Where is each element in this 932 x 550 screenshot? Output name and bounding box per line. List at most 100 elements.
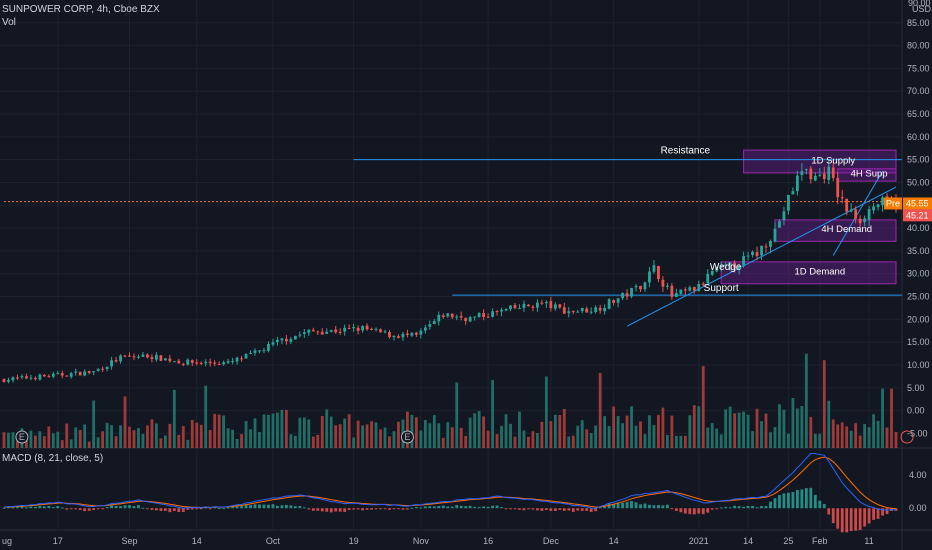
macd-histogram-bar bbox=[302, 507, 306, 509]
candle-body bbox=[343, 327, 347, 332]
candle-body bbox=[437, 314, 441, 322]
candle-body bbox=[195, 362, 199, 364]
candle-body bbox=[78, 371, 82, 376]
macd-histogram-bar bbox=[195, 508, 199, 510]
volume-bar bbox=[845, 426, 849, 448]
macd-histogram-bar bbox=[679, 508, 683, 513]
price-axis-tick: 50.00 bbox=[907, 177, 930, 187]
volume-bar bbox=[710, 423, 714, 448]
macd-histogram-bar bbox=[603, 505, 607, 509]
volume-bar bbox=[329, 416, 333, 448]
macd-histogram-bar bbox=[692, 508, 696, 515]
candle-body bbox=[652, 265, 656, 272]
macd-histogram-bar bbox=[562, 508, 566, 511]
candle-body bbox=[249, 352, 252, 354]
candle-body bbox=[293, 335, 297, 340]
macd-histogram-bar bbox=[477, 506, 481, 509]
macd-histogram-bar bbox=[800, 489, 804, 509]
macd-histogram-bar bbox=[128, 505, 131, 509]
macd-histogram-bar bbox=[809, 487, 813, 509]
volume-indicator-label: Vol bbox=[2, 17, 16, 28]
candle-body bbox=[773, 228, 777, 242]
volume-bar bbox=[352, 437, 356, 448]
candle-body bbox=[643, 282, 647, 290]
macd-histogram-bar bbox=[849, 508, 853, 532]
candle-body bbox=[25, 376, 28, 379]
candle-body bbox=[630, 287, 633, 297]
candle-body bbox=[706, 273, 710, 284]
volume-bar bbox=[38, 431, 42, 448]
macd-histogram-bar bbox=[446, 506, 450, 509]
price-tag: 45.21 bbox=[906, 210, 929, 220]
volume-bar bbox=[724, 409, 728, 448]
volume-bar bbox=[101, 431, 105, 448]
candle-body bbox=[11, 377, 15, 381]
candle-body bbox=[51, 373, 55, 377]
candle-body bbox=[370, 328, 373, 330]
price-axis-tick: 15.00 bbox=[907, 337, 930, 347]
candle-body bbox=[737, 266, 741, 270]
candle-body bbox=[863, 218, 867, 223]
candle-body bbox=[432, 321, 436, 324]
candle-body bbox=[522, 303, 526, 308]
volume-bar bbox=[795, 408, 799, 448]
candle-body bbox=[495, 310, 499, 312]
macd-histogram-bar bbox=[338, 508, 342, 512]
annotation-label: 1D Demand bbox=[794, 267, 845, 278]
candle-body bbox=[809, 168, 813, 180]
volume-bar bbox=[163, 435, 167, 448]
macd-histogram-bar bbox=[101, 508, 105, 510]
macd-histogram-bar bbox=[612, 503, 616, 509]
volume-bar bbox=[414, 417, 418, 448]
volume-bar bbox=[531, 431, 535, 448]
candle-body bbox=[822, 173, 826, 180]
candle-body bbox=[755, 252, 759, 256]
earnings-marker bbox=[15, 430, 29, 444]
volume-bar bbox=[356, 420, 360, 448]
volume-bar bbox=[240, 434, 243, 448]
earnings-marker-label: E bbox=[19, 432, 25, 442]
macd-histogram-bar bbox=[190, 508, 194, 510]
macd-histogram-bar bbox=[845, 508, 849, 533]
candle-body bbox=[334, 329, 338, 333]
macd-histogram-bar bbox=[132, 506, 136, 509]
candle-body bbox=[42, 375, 46, 377]
volume-bar bbox=[119, 425, 122, 448]
earnings-marker-label: E bbox=[404, 432, 410, 442]
macd-histogram-bar bbox=[397, 508, 400, 510]
candle-body bbox=[580, 307, 584, 312]
volume-bar bbox=[791, 397, 795, 448]
candle-body bbox=[760, 245, 763, 256]
price-axis-tick: 80.00 bbox=[907, 41, 930, 51]
volume-bar bbox=[204, 385, 208, 448]
volume-bar bbox=[746, 414, 750, 448]
volume-bar bbox=[423, 420, 427, 448]
macd-histogram-bar bbox=[482, 506, 486, 509]
macd-histogram-bar bbox=[298, 505, 302, 509]
candle-body bbox=[119, 355, 122, 362]
time-axis[interactable]: ug 17 Sep 14 Oct 19 Nov 16 Dec 14 2021 14 25 Feb 11 bbox=[2, 536, 874, 546]
volume-bar bbox=[428, 423, 432, 448]
candle-body bbox=[625, 293, 629, 297]
macd-histogram-bar bbox=[558, 508, 562, 510]
volume-bar bbox=[177, 434, 181, 448]
macd-histogram-bar bbox=[737, 506, 741, 509]
macd-histogram-bar bbox=[204, 507, 208, 509]
volume-bar bbox=[706, 427, 710, 448]
volume-bar bbox=[114, 436, 118, 448]
volume-bar bbox=[495, 434, 499, 448]
volume-bar bbox=[612, 406, 616, 448]
macd-histogram-bar bbox=[38, 505, 42, 509]
volume-bar bbox=[370, 421, 373, 448]
price-axis-tick: 75.00 bbox=[907, 63, 930, 73]
volume-bar bbox=[890, 388, 893, 448]
candle-body bbox=[513, 305, 517, 309]
price-axis-tick: 20.00 bbox=[907, 314, 930, 324]
macd-histogram-bar bbox=[518, 508, 521, 510]
macd-histogram-bar bbox=[455, 505, 459, 509]
volume-bar bbox=[150, 419, 154, 448]
candle-body bbox=[123, 355, 127, 357]
macd-signal-line bbox=[3, 456, 897, 510]
